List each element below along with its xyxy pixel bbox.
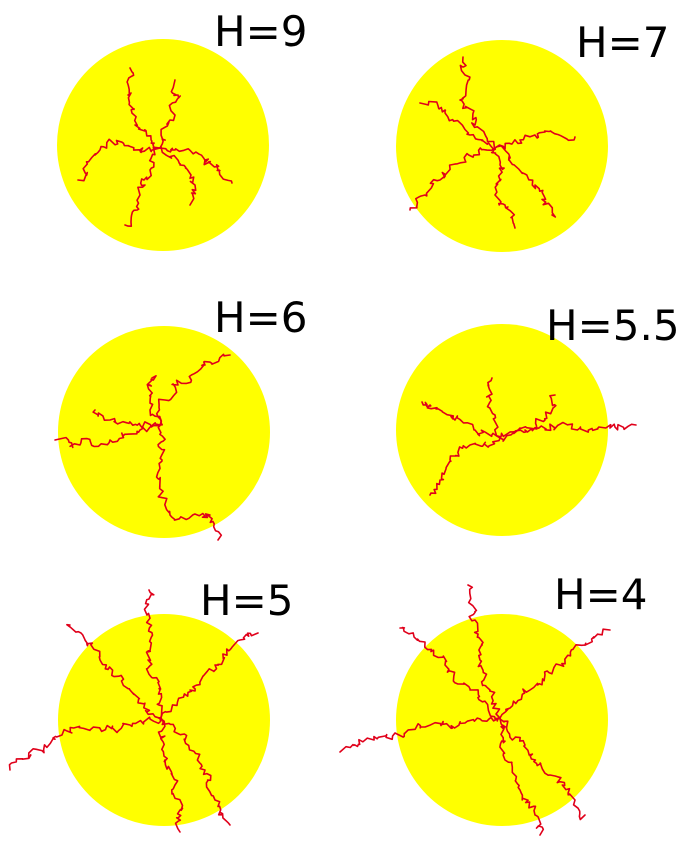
branch-path	[66, 623, 163, 720]
branch-path	[159, 147, 233, 184]
random-walk-arms	[77, 67, 233, 227]
branch-path	[159, 79, 181, 149]
yellow-disc	[58, 614, 270, 826]
panel-label: H=4	[554, 570, 648, 619]
panel-h6: H=6	[54, 293, 308, 541]
branch-path	[92, 409, 161, 429]
branch-path	[494, 145, 557, 218]
panel-h7: H=7	[396, 18, 670, 252]
panel-label: H=6	[214, 293, 308, 342]
branch-path	[155, 353, 231, 426]
branch-path	[499, 421, 637, 442]
random-walk-arms	[8, 589, 259, 833]
panel-label: H=9	[214, 7, 308, 56]
panel-h5-5: H=5.5	[396, 301, 680, 536]
branch-path	[499, 394, 557, 439]
branch-path	[159, 146, 197, 206]
panel-label: H=5	[200, 576, 294, 625]
branch-path	[409, 147, 496, 211]
random-walk-arms	[421, 377, 637, 496]
branch-path	[157, 717, 184, 833]
branch-path	[124, 146, 161, 227]
branch-path	[146, 375, 163, 426]
branch-path	[143, 589, 163, 719]
branch-path	[429, 437, 501, 496]
branch-path	[54, 422, 161, 449]
branch-path	[126, 67, 161, 151]
branch-path	[8, 716, 162, 771]
branch-path	[399, 626, 501, 720]
branch-path	[77, 138, 161, 182]
branch-path	[494, 130, 576, 150]
branch-path	[490, 147, 516, 229]
random-walk-arms	[54, 353, 231, 541]
panel-label: H=5.5	[546, 301, 680, 350]
random-walk-arms	[409, 56, 576, 229]
branch-path	[421, 401, 501, 439]
panel-h4: H=4	[339, 570, 648, 836]
branch-path	[498, 717, 586, 821]
branch-path	[467, 584, 501, 719]
yellow-disc	[396, 324, 608, 536]
branch-path	[155, 424, 223, 541]
yellow-disc	[57, 39, 269, 251]
branch-path	[419, 100, 496, 150]
panel-label: H=7	[576, 18, 670, 67]
panel-h9: H=9	[57, 7, 308, 251]
branch-path	[485, 377, 502, 439]
panel-h5: H=5	[8, 576, 294, 833]
branch-path	[499, 717, 545, 836]
yellow-disc	[58, 326, 270, 538]
branch-path	[339, 716, 501, 753]
branch-path	[159, 717, 231, 826]
random-walk-arms	[339, 584, 611, 836]
branch-path	[459, 56, 496, 151]
branch-path	[499, 628, 611, 719]
branch-path	[159, 632, 259, 719]
